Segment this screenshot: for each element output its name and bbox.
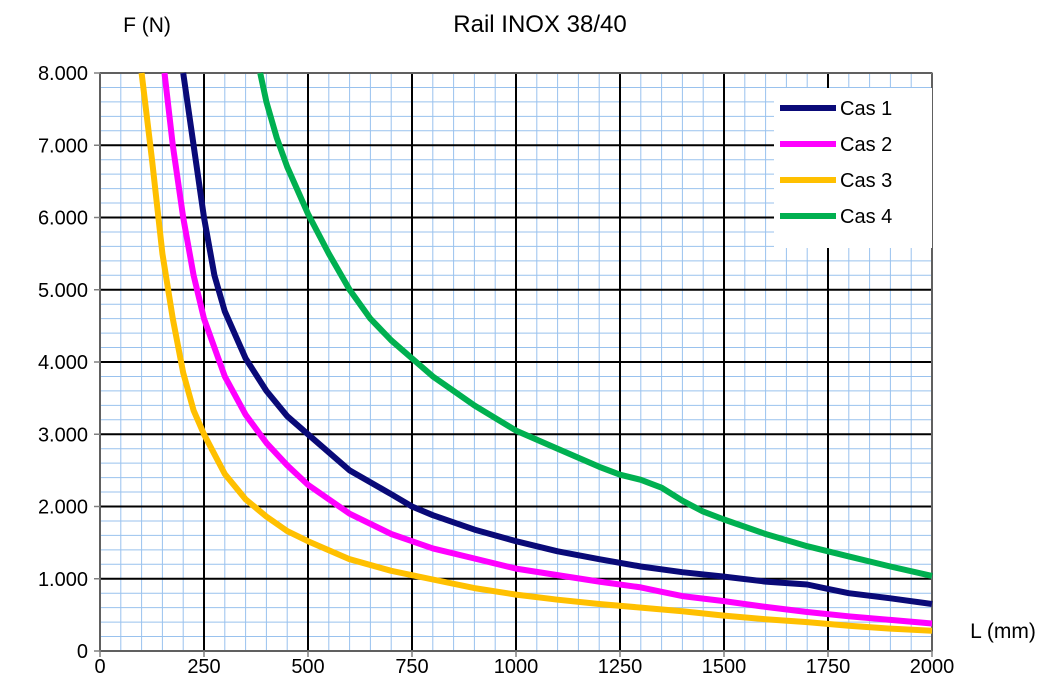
y-tick-label: 5.000 xyxy=(38,280,88,302)
series-line-cas-3 xyxy=(138,72,933,634)
y-tick-label: 8.000 xyxy=(38,63,88,85)
y-tick-label: 4.000 xyxy=(38,352,88,374)
x-tick-label: 250 xyxy=(187,656,220,678)
y-tick-label: 3.000 xyxy=(38,424,88,446)
y-tick-label: 6.000 xyxy=(38,208,88,230)
y-tick-label: 2.000 xyxy=(38,497,88,519)
x-tick-label: 1250 xyxy=(598,656,643,678)
series-line-cas-4 xyxy=(257,72,933,579)
x-tick-label: 0 xyxy=(94,656,105,678)
x-tick-label: 750 xyxy=(395,656,428,678)
series-line-cas-1 xyxy=(180,72,933,607)
plot-area-frame xyxy=(99,72,933,652)
chart-title: Rail INOX 38/40 xyxy=(453,11,626,38)
y-tick-label: 7.000 xyxy=(38,135,88,157)
x-tick-label: 1750 xyxy=(806,656,851,678)
x-axis-tick-labels: 0 250 500 750 1000 1250 1500 1750 2000 xyxy=(94,656,954,678)
legend-label: Cas 3 xyxy=(840,170,892,192)
legend-label: Cas 2 xyxy=(840,134,892,156)
y-axis-tick-labels: 0 1.000 2.000 3.000 4.000 5.000 6.000 7.000 8.00… xyxy=(38,63,88,663)
x-tick-label: 1000 xyxy=(494,656,539,678)
y-tick-label: 1.000 xyxy=(38,569,88,591)
x-tick-label: 2000 xyxy=(910,656,955,678)
x-tick-label: 1500 xyxy=(702,656,747,678)
y-tick-label: 0 xyxy=(77,641,88,663)
series-lines xyxy=(138,72,933,634)
y-axis-title: F (N) xyxy=(123,14,171,37)
series-line-cas-2 xyxy=(161,72,933,627)
x-axis-title: L (mm) xyxy=(970,620,1036,643)
legend: Cas 1 Cas 2 Cas 3 Cas 4 xyxy=(774,88,932,248)
legend-box xyxy=(774,88,932,248)
legend-label: Cas 4 xyxy=(840,206,892,228)
legend-label: Cas 1 xyxy=(840,98,892,120)
x-tick-label: 500 xyxy=(291,656,324,678)
